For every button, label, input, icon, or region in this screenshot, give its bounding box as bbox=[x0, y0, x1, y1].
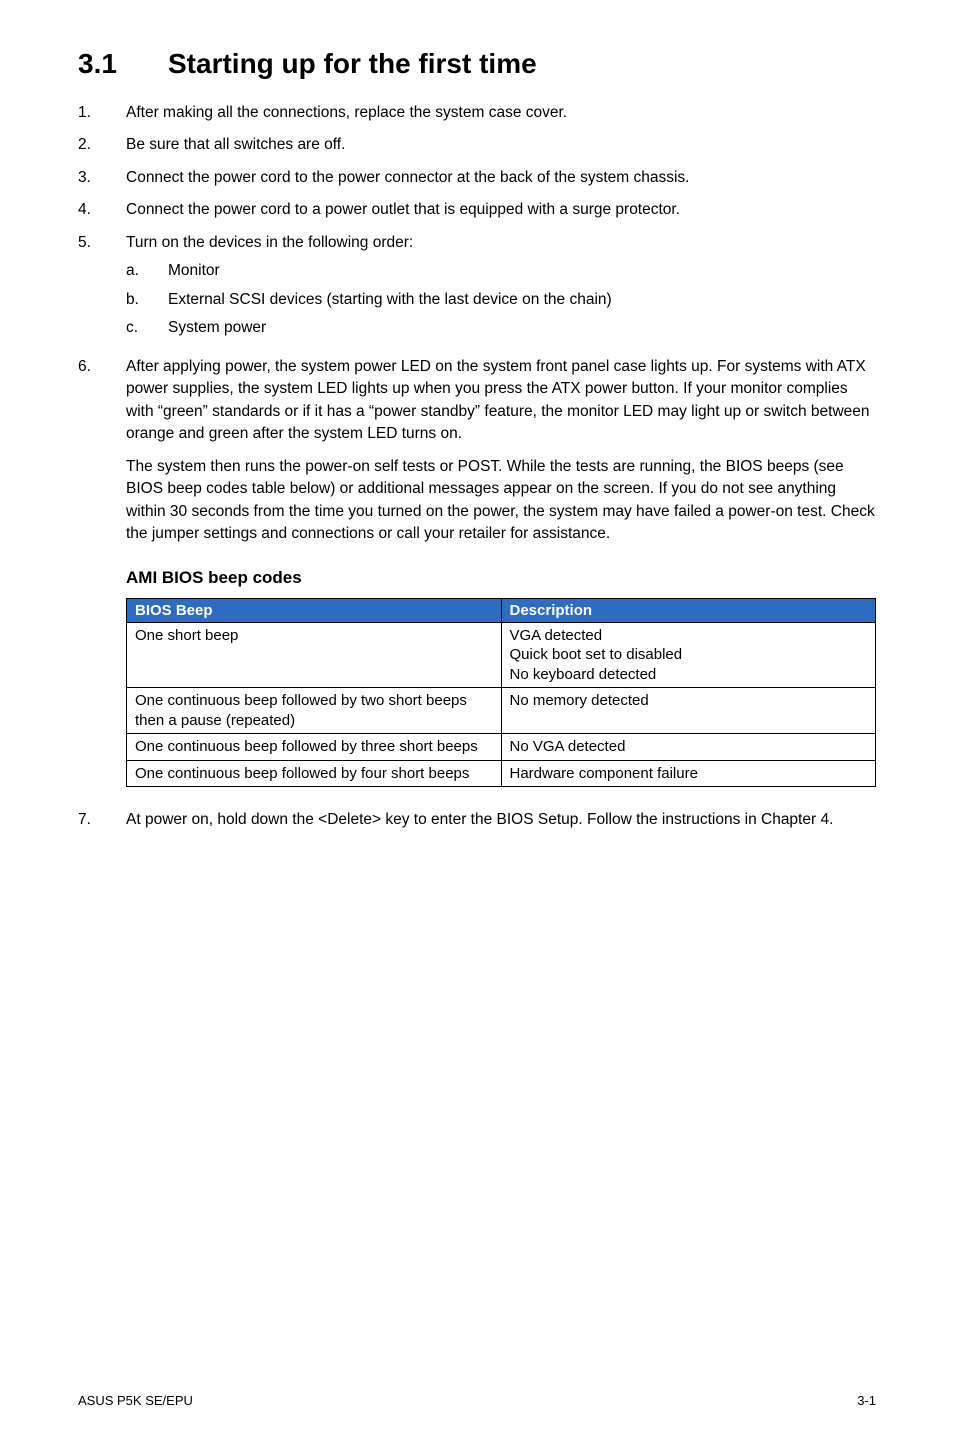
step-6: After applying power, the system power L… bbox=[78, 356, 876, 446]
table-header-bios-beep: BIOS Beep bbox=[127, 598, 502, 622]
step-3: Connect the power cord to the power conn… bbox=[78, 167, 876, 189]
substep-b: External SCSI devices (starting with the… bbox=[126, 289, 876, 311]
table-cell: No VGA detected bbox=[501, 734, 876, 761]
beep-table-body: One short beep VGA detectedQuick boot se… bbox=[127, 622, 876, 787]
table-cell: One short beep bbox=[127, 622, 502, 688]
step-2: Be sure that all switches are off. bbox=[78, 134, 876, 156]
substep-text: Monitor bbox=[168, 260, 220, 282]
substeps-list: Monitor External SCSI devices (starting … bbox=[126, 260, 876, 339]
table-row: One continuous beep followed by two shor… bbox=[127, 688, 876, 734]
table-cell: VGA detectedQuick boot set to disabledNo… bbox=[501, 622, 876, 688]
step-text: Connect the power cord to the power conn… bbox=[126, 167, 876, 189]
steps-list: After making all the connections, replac… bbox=[78, 102, 876, 446]
table-cell: One continuous beep followed by four sho… bbox=[127, 760, 502, 787]
step-text: Be sure that all switches are off. bbox=[126, 134, 876, 156]
step-text: At power on, hold down the <Delete> key … bbox=[126, 809, 876, 831]
beep-codes-heading: AMI BIOS beep codes bbox=[126, 568, 876, 588]
step-text: Connect the power cord to a power outlet… bbox=[126, 199, 876, 221]
footer-left: ASUS P5K SE/EPU bbox=[78, 1393, 193, 1408]
substep-a: Monitor bbox=[126, 260, 876, 282]
table-header-description: Description bbox=[501, 598, 876, 622]
steps-list-cont: At power on, hold down the <Delete> key … bbox=[78, 809, 876, 831]
section-title: Starting up for the first time bbox=[168, 48, 537, 80]
step-text: After applying power, the system power L… bbox=[126, 356, 876, 446]
table-cell: No memory detected bbox=[501, 688, 876, 734]
substep-text: External SCSI devices (starting with the… bbox=[168, 289, 612, 311]
step-text: After making all the connections, replac… bbox=[126, 102, 876, 124]
footer-right: 3-1 bbox=[857, 1393, 876, 1408]
substep-text: System power bbox=[168, 317, 266, 339]
step-4: Connect the power cord to a power outlet… bbox=[78, 199, 876, 221]
table-row: One continuous beep followed by four sho… bbox=[127, 760, 876, 787]
table-row: One short beep VGA detectedQuick boot se… bbox=[127, 622, 876, 688]
substep-c: System power bbox=[126, 317, 876, 339]
step-5: Turn on the devices in the following ord… bbox=[78, 232, 876, 346]
page-footer: ASUS P5K SE/EPU 3-1 bbox=[78, 1393, 876, 1408]
table-row: One continuous beep followed by three sh… bbox=[127, 734, 876, 761]
table-cell: One continuous beep followed by two shor… bbox=[127, 688, 502, 734]
step-1: After making all the connections, replac… bbox=[78, 102, 876, 124]
post-step6-paragraph: The system then runs the power-on self t… bbox=[126, 456, 876, 546]
beep-codes-table: BIOS Beep Description One short beep VGA… bbox=[126, 598, 876, 788]
table-cell: One continuous beep followed by three sh… bbox=[127, 734, 502, 761]
step-text: Turn on the devices in the following ord… bbox=[126, 234, 413, 251]
section-number: 3.1 bbox=[78, 48, 168, 80]
table-cell: Hardware component failure bbox=[501, 760, 876, 787]
section-heading: 3.1 Starting up for the first time bbox=[78, 48, 876, 80]
step-7: At power on, hold down the <Delete> key … bbox=[78, 809, 876, 831]
